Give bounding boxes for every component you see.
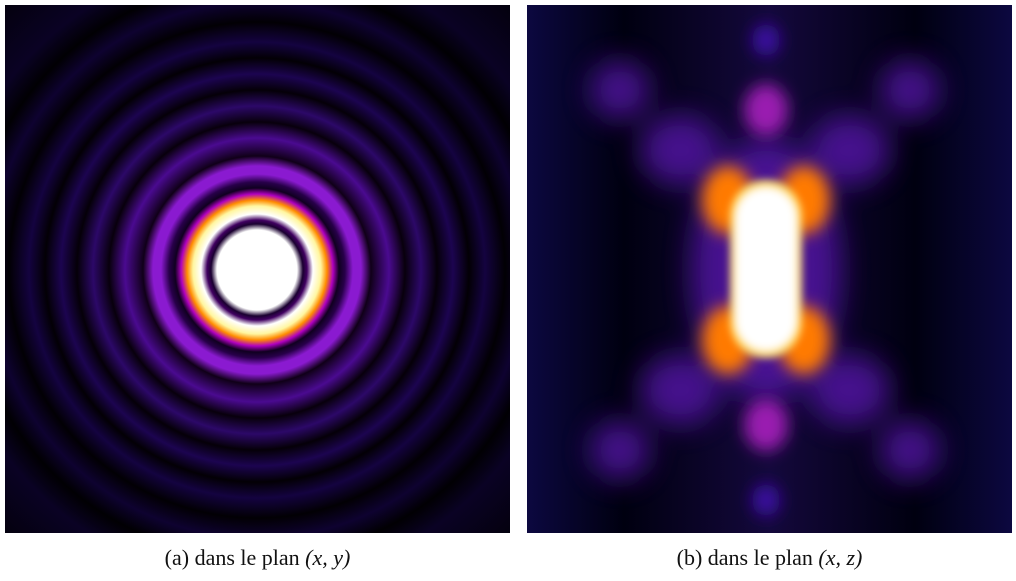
caption-text: dans le plan	[707, 545, 813, 570]
psf-xz-image	[527, 5, 1012, 533]
caption-coords: (x, z)	[818, 545, 863, 570]
caption: (a) dans le plan (x, y)	[5, 545, 510, 571]
caption-text: dans le plan	[194, 545, 300, 570]
caption: (b) dans le plan (x, z)	[517, 545, 1016, 571]
figure-images	[5, 5, 1012, 533]
psf-xy-image	[5, 5, 510, 533]
caption-label: (b)	[676, 545, 703, 570]
caption-label: (a)	[164, 545, 190, 570]
main-lobe	[730, 180, 802, 358]
caption-coords: (x, y)	[305, 545, 351, 570]
